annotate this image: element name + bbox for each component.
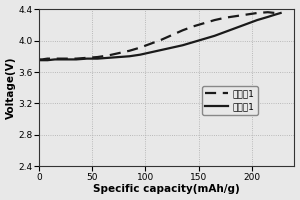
对比例1 [181, 29, 184, 31]
实施例1 [224, 31, 227, 33]
实施例1 [53, 58, 57, 61]
对比例1 [213, 19, 216, 21]
对比例1 [202, 22, 206, 24]
实施例1 [149, 51, 152, 54]
对比例1 [128, 50, 131, 52]
对比例1 [46, 57, 49, 60]
实施例1 [37, 59, 41, 61]
Y-axis label: Voltage(V): Voltage(V) [6, 56, 16, 119]
实施例1 [181, 44, 184, 46]
对比例1 [274, 12, 277, 14]
实施例1 [128, 55, 131, 57]
实施例1 [46, 59, 49, 61]
X-axis label: Specific capacity(mAh/g): Specific capacity(mAh/g) [93, 184, 240, 194]
实施例1 [279, 12, 282, 14]
对比例1 [74, 57, 78, 60]
实施例1 [234, 27, 238, 29]
实施例1 [74, 58, 78, 61]
实施例1 [266, 16, 270, 18]
实施例1 [160, 49, 163, 51]
对比例1 [170, 34, 174, 36]
实施例1 [117, 56, 121, 58]
对比例1 [160, 39, 163, 41]
对比例1 [266, 11, 270, 13]
对比例1 [117, 52, 121, 54]
实施例1 [202, 38, 206, 40]
实施例1 [245, 23, 248, 25]
实施例1 [96, 57, 99, 60]
实施例1 [213, 35, 216, 37]
对比例1 [64, 57, 68, 60]
实施例1 [138, 53, 142, 56]
对比例1 [245, 13, 248, 16]
Line: 实施例1: 实施例1 [39, 13, 280, 60]
对比例1 [255, 12, 259, 14]
实施例1 [106, 57, 110, 59]
对比例1 [149, 42, 152, 45]
对比例1 [53, 57, 57, 60]
对比例1 [234, 15, 238, 17]
对比例1 [224, 17, 227, 19]
实施例1 [40, 59, 44, 61]
实施例1 [255, 19, 259, 21]
实施例1 [170, 46, 174, 49]
Legend: 对比例1, 实施例1: 对比例1, 实施例1 [202, 86, 258, 115]
Line: 对比例1: 对比例1 [39, 12, 275, 59]
实施例1 [191, 41, 195, 43]
对比例1 [138, 46, 142, 49]
实施例1 [64, 58, 68, 61]
对比例1 [96, 56, 99, 58]
实施例1 [274, 13, 277, 16]
实施例1 [85, 57, 89, 60]
对比例1 [37, 58, 41, 61]
对比例1 [191, 25, 195, 28]
对比例1 [106, 54, 110, 57]
对比例1 [85, 57, 89, 59]
对比例1 [40, 58, 44, 61]
